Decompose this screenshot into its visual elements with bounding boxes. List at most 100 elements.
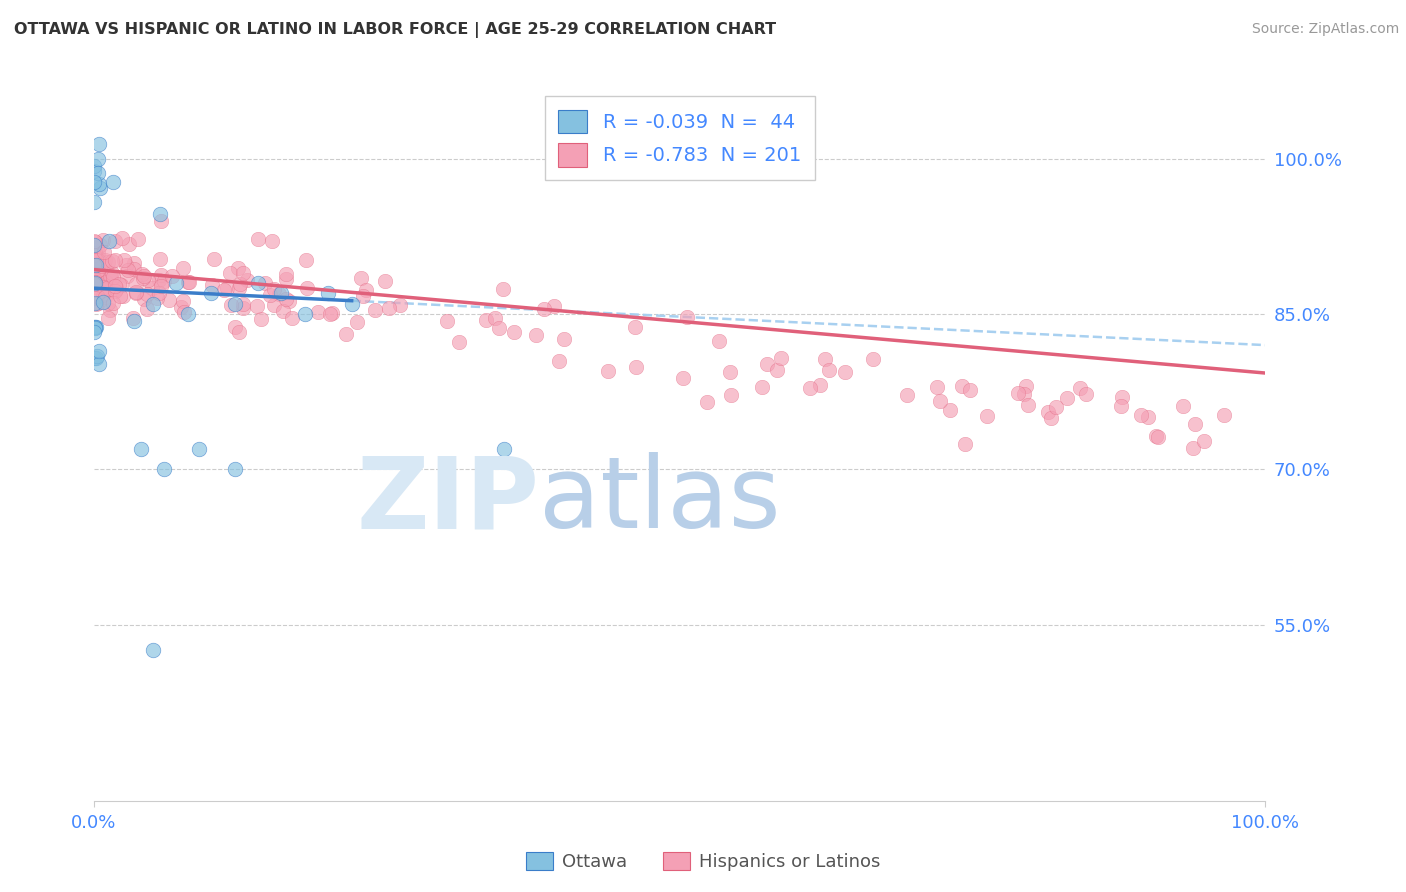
Point [260,234,283,248]
Point [98,269,121,284]
Point [253,276,276,290]
Point [131,267,153,281]
Point [278,294,301,309]
Point [136,273,159,287]
Point [148,285,170,300]
Point [271,304,294,318]
Point [449,335,471,350]
Point [543,299,565,313]
Point [93,283,115,297]
Point [87,166,110,180]
Point [129,442,152,456]
Point [89,357,111,371]
Point [110,289,132,303]
Point [101,175,124,189]
Point [246,232,269,246]
Point [228,281,250,295]
Point [1136,410,1159,425]
Point [484,311,506,326]
Point [707,334,730,348]
Point [1144,429,1167,443]
Point [115,268,138,283]
Point [127,232,149,246]
Point [83,234,105,248]
Point [100,266,122,280]
Point [83,320,105,334]
Point [307,305,329,319]
Point [751,379,773,393]
Point [226,261,249,276]
Point [200,286,222,301]
Point [110,278,132,293]
Point [173,305,195,319]
Point [718,365,741,379]
Point [87,250,110,264]
Point [112,252,135,267]
Point [141,643,163,657]
Point [141,296,163,310]
Point [122,310,145,325]
Point [83,272,105,286]
Point [100,254,122,268]
Point [104,253,127,268]
Point [160,269,183,284]
Point [136,301,159,316]
Point [89,238,111,252]
Point [294,307,316,321]
Point [91,294,114,309]
Point [86,295,108,310]
Point [269,286,291,301]
Point [93,257,115,271]
Point [246,299,269,313]
Point [862,351,884,366]
Point [346,315,368,329]
Point [976,409,998,424]
Point [87,263,110,277]
Point [215,281,238,295]
Point [335,326,357,341]
Point [295,281,318,295]
Point [814,351,837,366]
Point [134,292,156,306]
Point [172,294,194,309]
Point [177,275,200,289]
Point [696,394,718,409]
Point [219,298,242,312]
Point [86,349,108,363]
Point [118,237,141,252]
Point [91,268,114,283]
Point [111,289,134,303]
Point [96,265,118,279]
Point [97,295,120,310]
Point [141,281,163,295]
Point [90,259,112,273]
Point [232,301,254,316]
Point [91,288,114,302]
Point [755,357,778,371]
Point [149,268,172,282]
Point [624,360,647,375]
Point [87,252,110,267]
Point [100,274,122,288]
Text: OTTAWA VS HISPANIC OR LATINO IN LABOR FORCE | AGE 25-29 CORRELATION CHART: OTTAWA VS HISPANIC OR LATINO IN LABOR FO… [14,22,776,38]
Text: ZIP: ZIP [356,452,538,549]
Point [152,274,174,288]
Point [259,288,281,302]
Point [389,298,412,312]
Point [276,271,298,285]
Point [188,442,211,456]
Point [799,382,821,396]
Point [132,270,155,285]
Point [83,159,105,173]
Point [929,394,952,409]
Point [84,275,107,289]
Point [84,296,107,310]
Point [340,296,363,310]
Point [84,272,107,286]
Point [122,262,145,277]
Point [316,286,339,301]
Point [86,252,108,267]
Point [274,292,297,306]
Point [96,280,118,294]
Point [98,234,121,248]
